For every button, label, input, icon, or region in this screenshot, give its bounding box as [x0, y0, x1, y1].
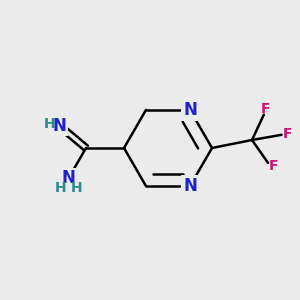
Text: N: N	[183, 101, 197, 119]
Text: F: F	[283, 127, 292, 141]
Text: F: F	[261, 102, 271, 116]
Text: H: H	[71, 181, 82, 195]
Text: N: N	[61, 169, 75, 187]
Text: H: H	[55, 181, 66, 195]
Text: N: N	[52, 116, 66, 134]
Text: H: H	[44, 116, 55, 130]
Text: N: N	[183, 177, 197, 195]
Text: F: F	[268, 159, 278, 173]
